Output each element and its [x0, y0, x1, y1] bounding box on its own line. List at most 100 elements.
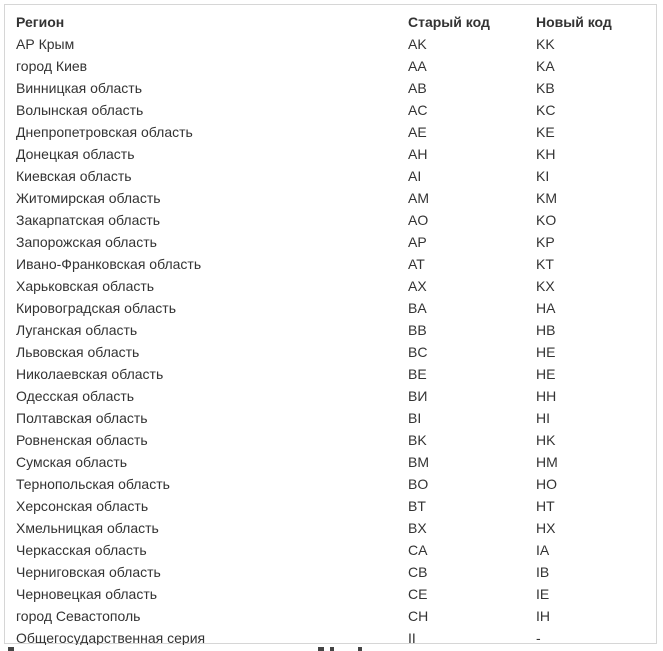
cell-old-code: BO — [408, 476, 429, 492]
cell-region: Черниговская область — [16, 564, 161, 580]
cell-old-code: CE — [408, 586, 428, 602]
cell-old-code: AH — [408, 146, 428, 162]
cell-region: Волынская область — [16, 102, 144, 118]
table-row: Общегосударственная серия II - — [12, 627, 658, 649]
cell-new-code: HE — [536, 344, 556, 360]
table-row: Запорожская область AP KP — [12, 231, 658, 253]
cell-region: Запорожская область — [16, 234, 157, 250]
cell-region: Николаевская область — [16, 366, 164, 382]
cell-region: Закарпатская область — [16, 212, 161, 228]
table-row: Ивано-Франковская область AT KT — [12, 253, 658, 275]
cell-old-code: BИ — [408, 388, 428, 404]
cell-new-code: HA — [536, 300, 556, 316]
cell-new-code: IE — [536, 586, 550, 602]
cell-new-code: IB — [536, 564, 550, 580]
table-row: Харьковская область AX KX — [12, 275, 658, 297]
cell-old-code: II — [408, 630, 416, 646]
cell-new-code: KC — [536, 102, 556, 118]
table-row: Черкасская область CA IA — [12, 539, 658, 561]
header-region: Регион — [16, 14, 65, 30]
table-header-row: Регион Старый код Новый код — [12, 11, 658, 33]
cell-old-code: BE — [408, 366, 427, 382]
cell-new-code: KI — [536, 168, 550, 184]
cell-new-code: KM — [536, 190, 557, 206]
cell-region: город Киев — [16, 58, 88, 74]
cell-old-code: BA — [408, 300, 427, 316]
cell-region: Кировоградская область — [16, 300, 176, 316]
cell-old-code: BK — [408, 432, 427, 448]
cell-new-code: KX — [536, 278, 555, 294]
table-row: Винницкая область AB KB — [12, 77, 658, 99]
header-new-code: Новый код — [536, 14, 612, 30]
cell-region: Хмельницкая область — [16, 520, 159, 536]
cell-region: Черновецкая область — [16, 586, 158, 602]
table-row: Ровненская область BK HK — [12, 429, 658, 451]
cell-region: Черкасская область — [16, 542, 147, 558]
cell-old-code: AM — [408, 190, 429, 206]
cell-old-code: AC — [408, 102, 428, 118]
table-row: Львовская область BC HE — [12, 341, 658, 363]
cell-region: Харьковская область — [16, 278, 155, 294]
table-row: Херсонская область BT HT — [12, 495, 658, 517]
table-row: город Севастополь CH IH — [12, 605, 658, 627]
cell-old-code: BX — [408, 520, 427, 536]
cell-old-code: BC — [408, 344, 428, 360]
cell-old-code: AX — [408, 278, 427, 294]
cell-region: Ивано-Франковская область — [16, 256, 202, 272]
cell-new-code: HB — [536, 322, 556, 338]
cell-region: Луганская область — [16, 322, 138, 338]
cell-new-code: HO — [536, 476, 557, 492]
region-codes-table: Регион Старый код Новый код АР Крым AK KK г… — [12, 11, 658, 649]
table-row: АР Крым AK KK — [12, 33, 658, 55]
cell-region: Днепропетровская область — [16, 124, 193, 140]
header-old-code: Старый код — [408, 14, 490, 30]
cell-old-code: BI — [408, 410, 422, 426]
table-row: Одесская область BИ HH — [12, 385, 658, 407]
table-row: Волынская область AC KC — [12, 99, 658, 121]
cell-old-code: CA — [408, 542, 428, 558]
table-row: Житомирская область AM KM — [12, 187, 658, 209]
cell-new-code: HH — [536, 388, 557, 404]
cell-new-code: - — [536, 630, 541, 646]
cell-region: Львовская область — [16, 344, 140, 360]
cell-new-code: IA — [536, 542, 550, 558]
cell-region: Житомирская область — [16, 190, 161, 206]
clipped-text-fragment — [0, 645, 663, 651]
cell-new-code: KT — [536, 256, 554, 272]
table-row: Хмельницкая область BX HX — [12, 517, 658, 539]
cell-region: АР Крым — [16, 36, 75, 52]
cell-old-code: AA — [408, 58, 427, 74]
cell-new-code: KE — [536, 124, 555, 140]
cell-old-code: AP — [408, 234, 427, 250]
cell-region: Киевская область — [16, 168, 132, 184]
table-row: Тернопольская область BO HO — [12, 473, 658, 495]
cell-region: Общегосударственная серия — [16, 630, 206, 646]
table-row: Николаевская область BE HE — [12, 363, 658, 385]
table-row: Черновецкая область CE IE — [12, 583, 658, 605]
cell-old-code: AI — [408, 168, 422, 184]
cell-new-code: HM — [536, 454, 558, 470]
cell-region: Сумская область — [16, 454, 128, 470]
cell-new-code: HT — [536, 498, 555, 514]
cell-old-code: BT — [408, 498, 426, 514]
table-frame: Регион Старый код Новый код АР Крым AK KK г… — [4, 4, 657, 646]
cell-old-code: CB — [408, 564, 428, 580]
cell-new-code: KP — [536, 234, 555, 250]
cell-region: Полтавская область — [16, 410, 148, 426]
cell-region: Ровненская область — [16, 432, 148, 448]
cell-new-code: HE — [536, 366, 556, 382]
table-row: Днепропетровская область AE KE — [12, 121, 658, 143]
cell-old-code: BM — [408, 454, 429, 470]
cell-region: Донецкая область — [16, 146, 135, 162]
table-body: АР Крым AK KK город Киев AA KA Винницкая облас… — [12, 33, 658, 649]
cell-new-code: KK — [536, 36, 555, 52]
table-row: Черниговская область CB IB — [12, 561, 658, 583]
cell-region: Одесская область — [16, 388, 135, 404]
cell-new-code: IH — [536, 608, 550, 624]
cell-old-code: AO — [408, 212, 429, 228]
cell-region: город Севастополь — [16, 608, 141, 624]
table-row: Кировоградская область BA HA — [12, 297, 658, 319]
cell-new-code: KO — [536, 212, 557, 228]
cell-new-code: HX — [536, 520, 556, 536]
cell-new-code: KB — [536, 80, 555, 96]
